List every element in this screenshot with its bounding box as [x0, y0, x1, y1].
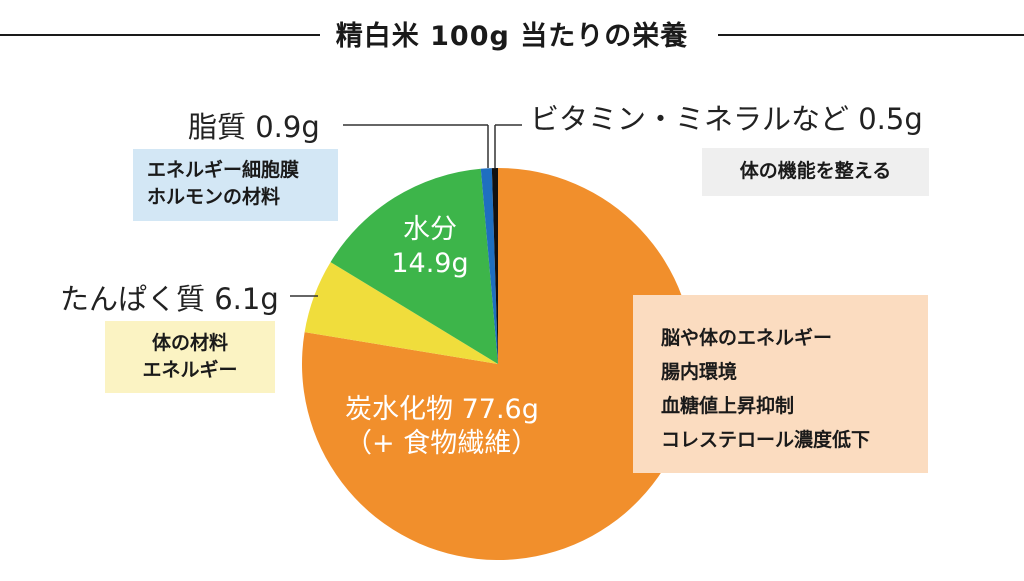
pie-slice-water — [330, 168, 498, 364]
label-water: 水分 14.9g — [380, 213, 480, 281]
info-box-vitamin: 体の機能を整える — [702, 148, 929, 196]
title-rule-left — [0, 34, 320, 36]
chart-title: 精白米 100g 当たりの栄養 — [335, 21, 689, 52]
info-box-carb-line3: 血糖値上昇抑制 — [661, 395, 795, 417]
info-box-fat: エネルギー細胞膜 ホルモンの材料 — [133, 149, 338, 221]
pie-slice-vitamin — [491, 168, 498, 364]
info-box-carb-line2: 腸内環境 — [661, 361, 738, 383]
pie-slice-fat — [480, 168, 498, 364]
info-box-fat-line1: エネルギー細胞膜 — [147, 159, 300, 181]
pie-slice-protein — [304, 262, 498, 364]
label-protein: たんぱく質 6.1g — [60, 282, 279, 316]
label-carb-line2: （+ 食物繊維） — [345, 428, 539, 459]
title-rule-right — [718, 34, 1024, 36]
label-fat: 脂質 0.9g — [188, 110, 320, 144]
info-box-carb-line1: 脳や体のエネルギー — [661, 327, 833, 349]
label-carb: 炭水化物 77.6g （+ 食物繊維） — [345, 393, 595, 461]
info-box-protein-line1: 体の材料 — [151, 332, 228, 354]
info-box-protein: 体の材料 エネルギー — [105, 321, 275, 393]
label-water-name: 水分 — [403, 214, 457, 245]
label-carb-line1: 炭水化物 77.6g — [345, 394, 539, 425]
info-box-vitamin-line1: 体の機能を整える — [739, 160, 892, 182]
label-water-value: 14.9g — [391, 248, 469, 279]
info-box-carb-line4: コレステロール濃度低下 — [661, 429, 871, 451]
info-box-carb: 脳や体のエネルギー 腸内環境 血糖値上昇抑制 コレステロール濃度低下 — [633, 295, 928, 473]
label-vitamin: ビタミン・ミネラルなど 0.5g — [530, 102, 923, 136]
info-box-fat-line2: ホルモンの材料 — [147, 186, 281, 208]
info-box-protein-line2: エネルギー — [142, 359, 238, 381]
